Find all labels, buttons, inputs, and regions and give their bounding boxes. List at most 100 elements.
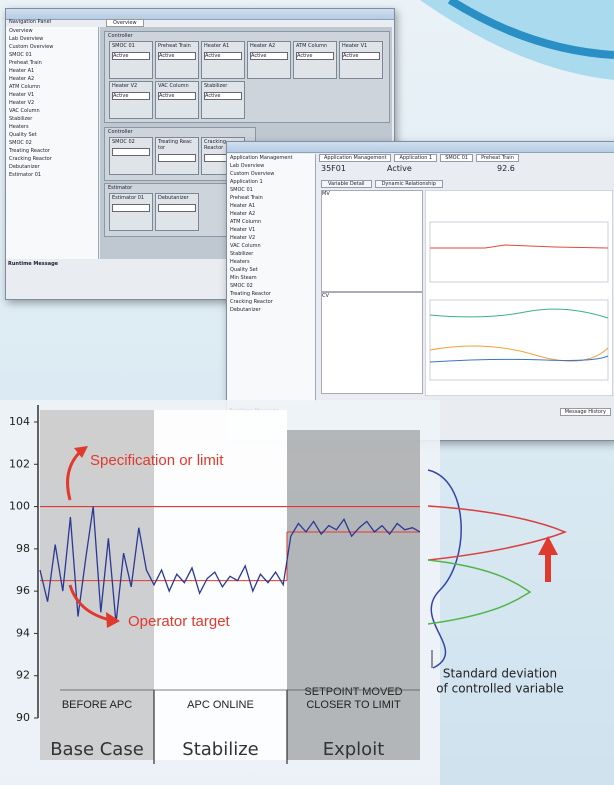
tile-box (112, 148, 150, 156)
subtab[interactable]: Dynamic Relationship (374, 180, 443, 188)
cv-table: CV (321, 292, 423, 394)
nav-item[interactable]: Cracking Reactor (9, 156, 52, 162)
panel-title: Navigation Panel (9, 19, 52, 25)
nav-item[interactable]: Treating Reactor (230, 291, 271, 297)
history-button[interactable]: Message History (559, 408, 611, 416)
subtab[interactable]: Variable Detail (321, 180, 372, 188)
nav-item[interactable]: Heater A1 (9, 68, 35, 74)
nav-item[interactable]: Heaters (230, 259, 250, 265)
tile: Estimator 01 (109, 193, 153, 231)
percent: 92.6 (497, 164, 515, 173)
nav-item[interactable]: Quality Set (9, 132, 37, 138)
nav-item[interactable]: Heater A2 (9, 76, 35, 82)
arrow-head (106, 612, 120, 628)
phase-label: APC ONLINE (187, 699, 254, 711)
tile-status: Active (296, 52, 334, 60)
tile-status: Active (112, 52, 150, 60)
nav-item[interactable]: Heater V2 (9, 100, 35, 106)
nav-item[interactable]: Stabilizer (230, 251, 254, 257)
phase-shade (287, 430, 420, 760)
tile-status: Active (204, 92, 242, 100)
status: Active (387, 164, 412, 173)
nav-item[interactable]: SMOC 01 (230, 187, 253, 193)
tile: Heater V2 Active (109, 81, 153, 119)
nav-item[interactable]: Preheat Train (9, 60, 42, 66)
phase-label: CLOSER TO LIMIT (306, 699, 401, 711)
nav-item[interactable]: Stabilizer (9, 116, 33, 122)
nav-item[interactable]: ATM Column (9, 84, 41, 90)
nav-item[interactable]: Heater A1 (230, 203, 256, 209)
nav-item[interactable]: Heater V1 (9, 92, 35, 98)
controller: 35F01 (321, 164, 346, 173)
nav-item[interactable]: Heater V1 (230, 227, 256, 233)
tile-status: Active (342, 52, 380, 60)
series-line (39, 506, 421, 623)
y-tick-label: 96 (16, 584, 30, 597)
nav-item[interactable]: Cracking Reactor (230, 299, 273, 305)
nav-item[interactable]: Custom Overview (9, 44, 54, 50)
tab[interactable]: Overview (106, 19, 144, 27)
nav-item[interactable]: Application 1 (230, 179, 263, 185)
tile-title: VAC Column (158, 83, 189, 89)
mv-label: MV (322, 191, 330, 197)
tab[interactable]: SMOC 01 (440, 154, 474, 162)
trend (429, 355, 609, 363)
tab[interactable]: Application Management (319, 154, 392, 162)
nav-item[interactable]: Debutanizer (9, 164, 40, 170)
nav-item[interactable]: VAC Column (230, 243, 261, 249)
annotation: Specification or limit (90, 452, 224, 469)
nav-item[interactable]: ATM Column (230, 219, 262, 225)
nav-item[interactable]: Heater V2 (230, 235, 256, 241)
y-tick-label: 102 (9, 457, 30, 470)
nav-item[interactable]: Lab Overview (230, 163, 265, 169)
y-tick-label: 92 (16, 669, 30, 682)
nav-item[interactable]: SMOC 01 (9, 52, 32, 58)
tab[interactable]: Application 1 (394, 154, 438, 162)
tile-title: Heater V1 (342, 43, 368, 49)
tile-title: SMOC 02 (112, 139, 135, 145)
tile-title: Stabilizer (204, 83, 228, 89)
group-title: Controller (108, 129, 133, 135)
nav-item[interactable]: Application Management (230, 155, 293, 161)
arrow-head (538, 536, 558, 555)
nav-item[interactable]: Heaters (9, 124, 29, 130)
phase-name: Base Case (50, 739, 144, 760)
tile-box (158, 154, 196, 162)
nav-panel: Overview Lab Overview Custom Overview SMOC … (6, 27, 99, 259)
nav-item[interactable]: Overview (9, 28, 33, 34)
window: Application Management Application 1 SMOC … (226, 141, 614, 441)
phase-shade (40, 410, 154, 760)
nav-item[interactable]: SMOC 02 (230, 283, 253, 289)
nav-item[interactable]: Lab Overview (9, 36, 44, 42)
tab-row: Application Management Application 1 SMOC … (319, 154, 519, 162)
nav-item[interactable]: Preheat Train (230, 195, 263, 201)
nav-item[interactable]: Estimator 01 (9, 172, 42, 178)
nav-item[interactable]: Treating Reactor (9, 148, 50, 154)
tile-status: Active (112, 92, 150, 100)
arrow-head (74, 446, 88, 458)
tile: Heater A2 Active (247, 41, 291, 79)
tile-status: Active (158, 52, 196, 60)
nav-item[interactable]: Min Steam (230, 275, 257, 281)
swoosh (447, 0, 614, 59)
nav-item[interactable]: Quality Set (230, 267, 258, 273)
nav-item[interactable]: VAC Column (9, 108, 40, 114)
tile-title: Heater V2 (112, 83, 138, 89)
group-title: Controller (108, 33, 133, 39)
distribution (427, 559, 532, 625)
nav-item[interactable]: SMOC 02 (9, 140, 32, 146)
tab[interactable]: Preheat Train (476, 154, 519, 162)
y-tick-label: 100 (9, 500, 30, 513)
annotation: Operator target (128, 613, 231, 630)
runtime-title: Runtime Message (8, 261, 59, 267)
phase-name: Exploit (323, 739, 385, 760)
nav-item[interactable]: Heater A2 (230, 211, 256, 217)
arrow (66, 450, 82, 501)
tile-box (112, 204, 150, 212)
tile: Preheat Train Active (155, 41, 199, 79)
nav-item[interactable]: Debutanizer (230, 307, 261, 313)
nav-panel: Application Management Lab Overview Custom… (227, 154, 316, 404)
nav-item[interactable]: Custom Overview (230, 171, 275, 177)
trend-bg (425, 190, 613, 396)
